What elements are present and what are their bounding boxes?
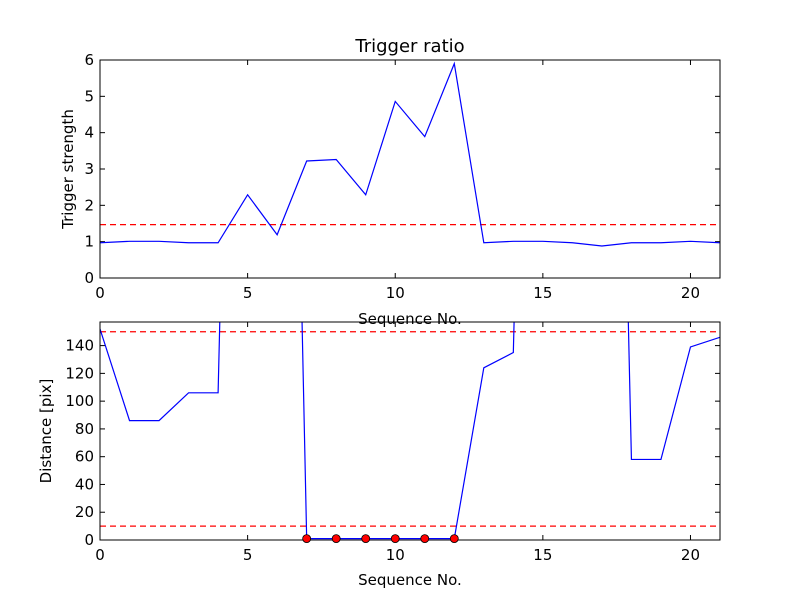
- plot-area: [100, 322, 720, 540]
- y-tick-label: 0: [84, 531, 94, 549]
- axes-frame: [99, 321, 721, 541]
- y-axis-label: Distance [pix]: [37, 379, 55, 484]
- trigger-ratio-plot: Trigger ratio 0 5 10 15 20 0 1 2 3 4 5 6 Sequence N…: [59, 36, 721, 328]
- y-axis-label: Trigger strength: [59, 109, 77, 230]
- x-tick-label: 5: [243, 546, 253, 564]
- plot-area: [100, 61, 720, 247]
- y-tick-label: 100: [65, 392, 94, 410]
- data-point-marker: [420, 534, 430, 544]
- x-tick-label: 15: [533, 546, 552, 564]
- series-line: [100, 61, 720, 247]
- axes-frame: [99, 59, 721, 279]
- data-point-marker: [302, 534, 312, 544]
- y-tick-label: 20: [75, 503, 94, 521]
- y-tick-label: 6: [84, 51, 94, 69]
- x-tick-label: 15: [533, 284, 552, 302]
- x-tick-label: 20: [681, 284, 700, 302]
- y-tick-label: 4: [84, 124, 94, 142]
- y-tick-label: 140: [65, 337, 94, 355]
- x-axis-label: Sequence No.: [358, 310, 462, 328]
- data-point-marker: [361, 534, 371, 544]
- x-tick-label: 5: [243, 284, 253, 302]
- y-tick-label: 40: [75, 475, 94, 493]
- x-tick-label: 10: [386, 284, 405, 302]
- x-tick-label: 0: [95, 284, 105, 302]
- series-line: [100, 322, 720, 540]
- y-tick-label: 80: [75, 420, 94, 438]
- y-tick-label: 5: [84, 87, 94, 105]
- x-tick-label: 10: [386, 546, 405, 564]
- x-axis-label: Sequence No.: [358, 571, 462, 589]
- y-tick-label: 2: [84, 196, 94, 214]
- data-point-marker: [449, 534, 459, 544]
- data-point-marker: [390, 534, 400, 544]
- plot-title: Trigger ratio: [354, 36, 464, 57]
- y-tick-label: 120: [65, 364, 94, 382]
- y-tick-label: 1: [84, 233, 94, 251]
- y-tick-label: 3: [84, 160, 94, 178]
- axes-ticks: 0 5 10 15 20 0 20 40 60 80 100 120 140: [65, 322, 720, 564]
- y-tick-label: 0: [84, 269, 94, 287]
- axes-ticks: 0 5 10 15 20 0 1 2 3 4 5 6: [84, 51, 720, 302]
- y-tick-label: 60: [75, 448, 94, 466]
- x-tick-label: 0: [95, 546, 105, 564]
- x-tick-label: 20: [681, 546, 700, 564]
- data-point-marker: [331, 534, 341, 544]
